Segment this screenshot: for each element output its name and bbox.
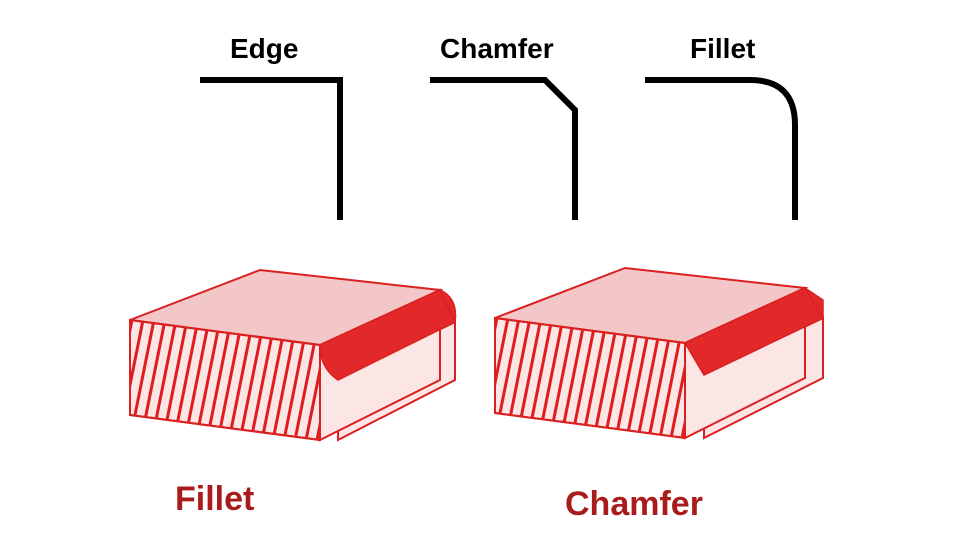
profiles-row: Edge Chamfer Fillet bbox=[200, 33, 795, 220]
profile-edge-label: Edge bbox=[230, 33, 298, 64]
fillet_block: Fillet bbox=[0, 270, 455, 518]
profile-fillet-path bbox=[645, 80, 795, 220]
profile-chamfer: Chamfer bbox=[430, 33, 575, 220]
chamfer_block-label: Chamfer bbox=[565, 485, 703, 523]
profile-chamfer-path bbox=[430, 80, 575, 220]
profile-fillet-label: Fillet bbox=[690, 33, 755, 64]
profile-fillet: Fillet bbox=[645, 33, 795, 220]
fillet_block-label: Fillet bbox=[175, 480, 254, 518]
profile-edge: Edge bbox=[200, 33, 340, 220]
profile-edge-path bbox=[200, 80, 340, 220]
profile-chamfer-label: Chamfer bbox=[440, 33, 554, 64]
